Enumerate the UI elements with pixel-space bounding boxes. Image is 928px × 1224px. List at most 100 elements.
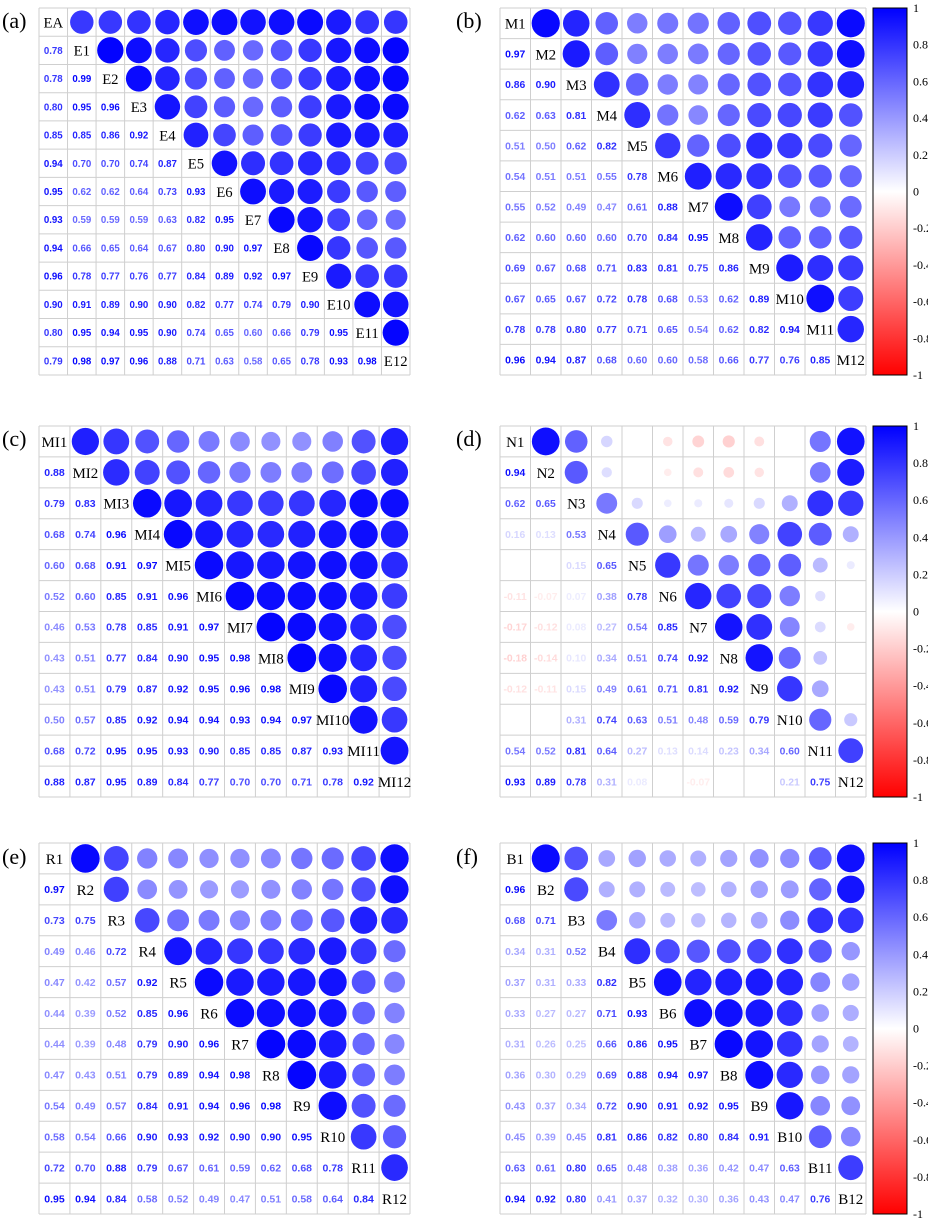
correlation-circle [746, 614, 773, 640]
correlation-value: 0.95 [44, 1193, 65, 1205]
correlation-circle [385, 237, 407, 259]
correlation-circle [132, 489, 162, 518]
correlation-circle [628, 849, 646, 868]
correlation-circle [564, 460, 588, 484]
correlation-value: 0.21 [780, 777, 800, 788]
correlation-circle [349, 489, 378, 518]
correlation-circle [349, 582, 378, 610]
correlation-value: 0.88 [627, 1071, 647, 1082]
correlation-circle [692, 435, 705, 448]
correlation-circle [747, 72, 772, 97]
correlation-value: 0.59 [72, 215, 91, 226]
correlation-circle [382, 645, 407, 671]
correlation-circle [225, 998, 255, 1028]
correlation-circle [808, 164, 832, 188]
correlation-circle [226, 968, 254, 996]
correlation-value: 0.99 [72, 74, 91, 85]
correlation-circle [779, 585, 800, 607]
correlation-value: 0.63 [627, 715, 647, 726]
correlation-circle [257, 968, 285, 996]
correlation-circle [655, 132, 681, 159]
correlation-value: 0.53 [688, 294, 708, 305]
correlation-value: 0.77 [215, 300, 234, 311]
correlation-value: 0.72 [75, 745, 96, 757]
correlation-circle [596, 492, 618, 514]
correlation-value: 0.68 [292, 1162, 313, 1174]
correlation-value: -0.11 [504, 592, 527, 603]
correlation-circle [287, 551, 316, 580]
correlation-value: 0.84 [106, 1193, 127, 1205]
correlation-circle [168, 848, 189, 869]
correlation-circle [839, 225, 863, 250]
correlation-value: 0.62 [505, 233, 525, 244]
correlation-circle [298, 38, 322, 63]
correlation-value: 0.92 [719, 685, 739, 696]
correlation-circle [288, 937, 316, 965]
correlation-circle [811, 680, 829, 698]
correlation-circle [318, 1091, 347, 1120]
correlation-circle [838, 255, 864, 281]
correlation-circle [382, 65, 409, 92]
correlation-circle [103, 459, 130, 486]
correlation-value: 0.94 [658, 1071, 678, 1082]
correlation-value: 0.66 [719, 355, 739, 366]
correlation-value: 0.94 [168, 714, 189, 726]
correlation-circle [256, 998, 285, 1028]
correlation-value: 0.84 [353, 1193, 374, 1205]
correlation-value: 0.94 [505, 1194, 525, 1205]
correlation-value: 0.97 [199, 622, 220, 634]
correlation-circle [625, 522, 649, 546]
correlation-value: 0.65 [101, 243, 120, 254]
correlation-circle [230, 880, 250, 899]
colorbar-tick-label: -0.2 [913, 221, 928, 235]
variable-label: R8 [262, 1068, 280, 1084]
variable-label: MI12 [378, 775, 411, 791]
colorbar-tick-label: -0.2 [913, 1059, 928, 1073]
correlation-value: 0.94 [44, 159, 63, 170]
correlation-circle [257, 520, 285, 548]
correlation-circle [155, 38, 180, 63]
variable-label: M12 [837, 353, 865, 369]
correlation-value: 0.65 [215, 328, 234, 339]
correlation-value: 0.30 [688, 1194, 708, 1205]
correlation-circle [318, 612, 347, 641]
correlation-value: 0.63 [215, 356, 234, 367]
correlation-circle [596, 909, 618, 931]
correlation-circle [326, 236, 351, 260]
correlation-circle [183, 122, 209, 148]
correlation-value: 0.94 [536, 355, 556, 366]
correlation-value: 0.60 [536, 233, 556, 244]
correlation-circle [268, 178, 295, 205]
correlation-value: 0.78 [627, 172, 647, 183]
correlation-circle [298, 95, 322, 119]
correlation-circle [838, 103, 863, 127]
correlation-circle [137, 879, 158, 900]
correlation-circle [595, 12, 619, 35]
correlation-value: 0.31 [505, 1040, 525, 1051]
correlation-circle [810, 972, 831, 993]
correlation-circle [385, 209, 406, 230]
variable-label: M11 [806, 323, 834, 339]
correlation-value: 0.87 [158, 159, 177, 170]
correlation-circle [745, 224, 773, 251]
correlation-circle [103, 876, 129, 902]
correlation-value: 0.59 [101, 215, 120, 226]
correlation-value: 0.44 [44, 1039, 65, 1051]
correlation-value: 0.31 [597, 777, 617, 788]
correlation-value: 0.94 [505, 468, 525, 479]
correlation-value: 0.71 [658, 685, 678, 696]
correlation-value: 0.43 [749, 1194, 769, 1205]
correlation-circle [715, 613, 743, 641]
colorbar-tick-label: 0.6 [913, 74, 928, 88]
correlation-value: 0.64 [129, 187, 148, 198]
correlation-value: 0.95 [106, 745, 127, 757]
correlation-value: 0.87 [566, 355, 586, 366]
correlation-circle [261, 431, 281, 451]
correlation-value: 0.69 [505, 264, 525, 275]
correlation-value: 0.62 [719, 294, 739, 305]
correlation-circle [836, 844, 865, 873]
correlation-circle [350, 1123, 377, 1150]
correlation-circle [720, 881, 737, 898]
correlation-value: 0.78 [322, 776, 343, 788]
